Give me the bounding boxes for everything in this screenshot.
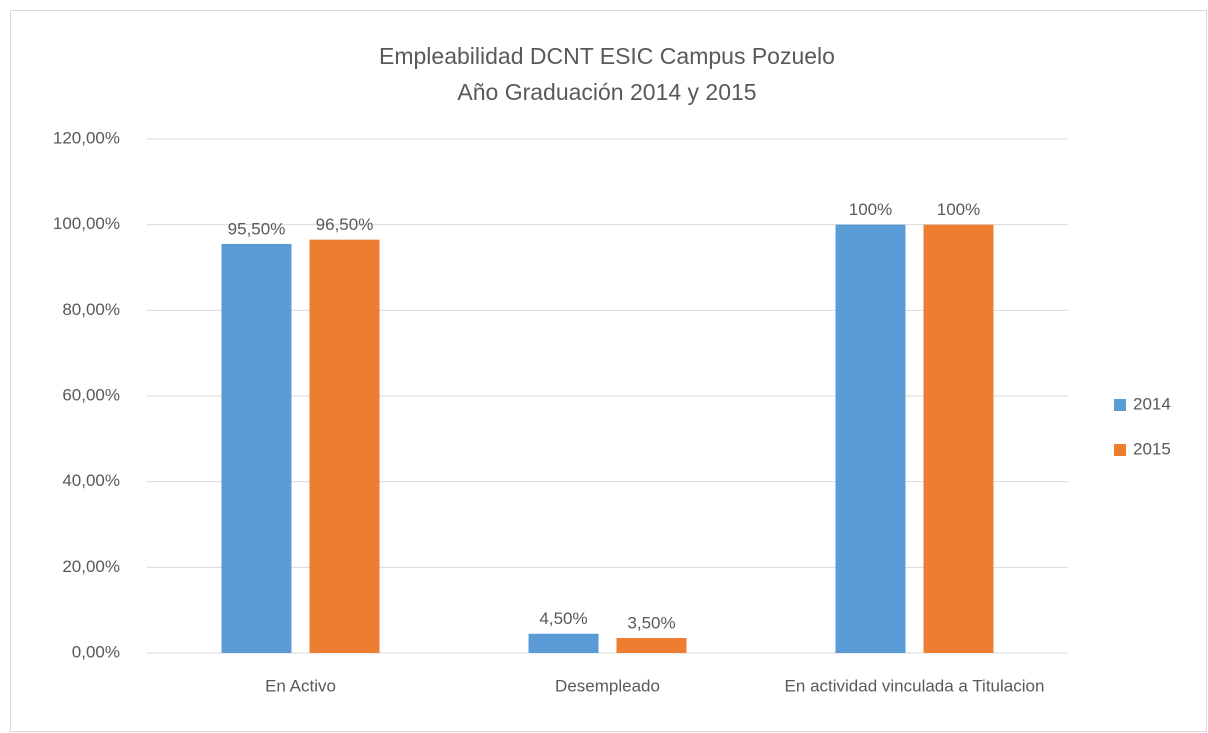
bar	[309, 239, 380, 654]
data-label: 95,50%	[228, 219, 286, 238]
bar	[221, 243, 292, 654]
legend-label: 2014	[1133, 394, 1171, 413]
data-label: 3,50%	[627, 613, 675, 632]
data-label: 4,50%	[539, 609, 587, 628]
y-tick-label: 60,00%	[62, 385, 120, 404]
chart-border	[10, 10, 1207, 732]
bar	[923, 224, 994, 653]
y-tick-label: 20,00%	[62, 557, 120, 576]
chart-subtitle: Año Graduación 2014 y 2015	[457, 79, 756, 105]
y-tick-label: 80,00%	[62, 300, 120, 319]
y-tick-label: 120,00%	[53, 128, 120, 147]
y-tick-label: 0,00%	[72, 642, 120, 661]
x-tick-label: En actividad vinculada a Titulacion	[785, 676, 1045, 695]
data-label: 96,50%	[316, 215, 374, 234]
y-tick-label: 40,00%	[62, 471, 120, 490]
legend-swatch	[1114, 444, 1126, 456]
x-tick-label: En Activo	[265, 676, 336, 695]
bar	[616, 638, 687, 653]
y-tick-label: 100,00%	[53, 214, 120, 233]
x-tick-label: Desempleado	[555, 676, 660, 695]
data-label: 100%	[937, 200, 980, 219]
bar	[528, 633, 599, 653]
data-label: 100%	[849, 200, 892, 219]
bar	[835, 224, 906, 653]
legend-swatch	[1114, 399, 1126, 411]
legend-label: 2015	[1133, 439, 1171, 458]
chart-title: Empleabilidad DCNT ESIC Campus Pozuelo	[379, 43, 835, 69]
